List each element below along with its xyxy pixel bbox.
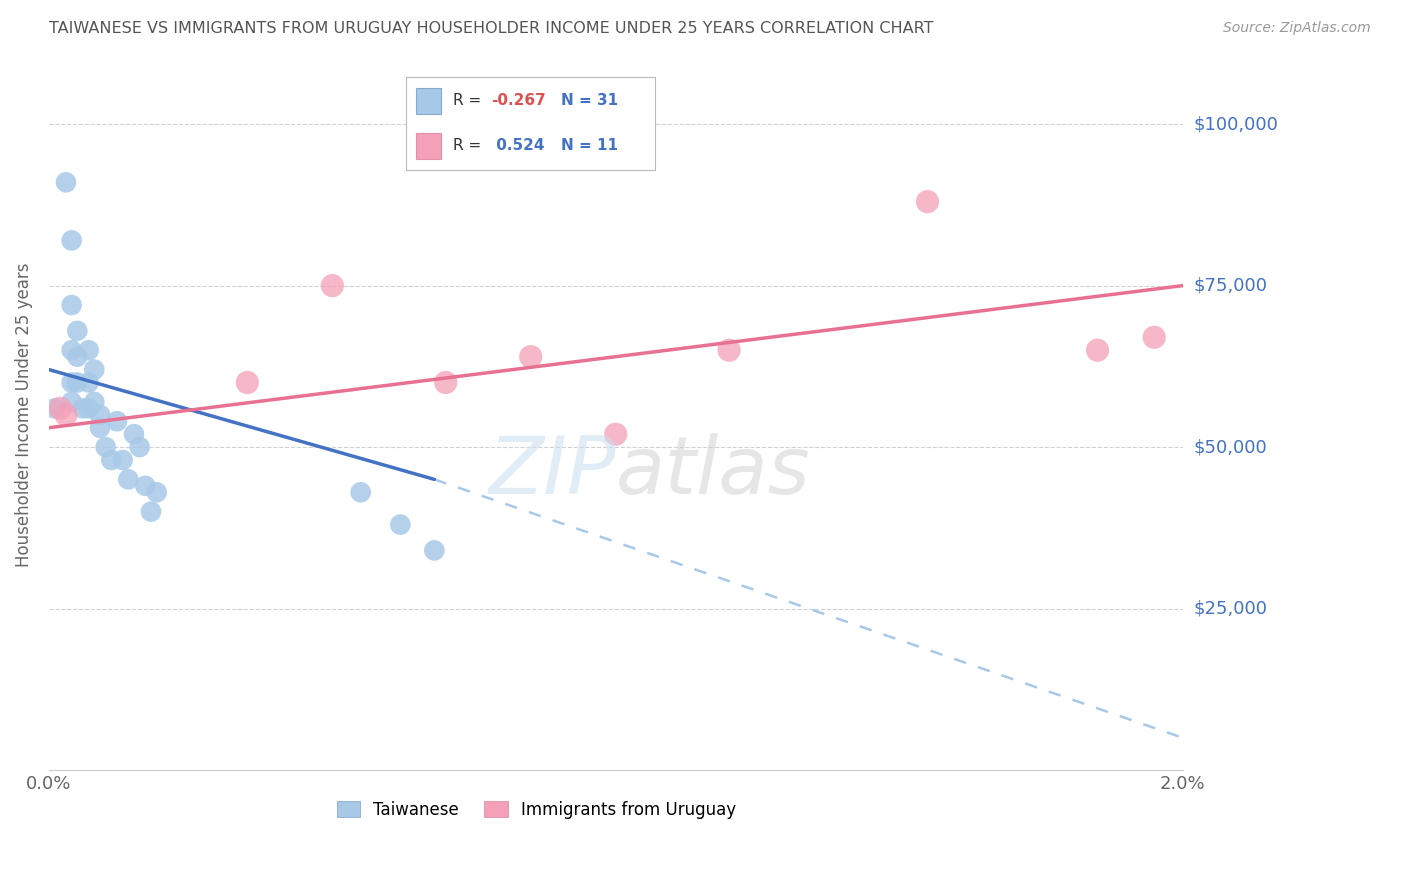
Point — [60, 376, 83, 390]
Point — [122, 427, 145, 442]
Text: atlas: atlas — [616, 433, 810, 510]
Point — [60, 298, 83, 312]
Text: $25,000: $25,000 — [1194, 599, 1268, 617]
Point — [145, 485, 167, 500]
Point — [117, 472, 139, 486]
Point — [519, 350, 541, 364]
Point — [105, 414, 128, 428]
Point — [128, 440, 150, 454]
Text: $100,000: $100,000 — [1194, 115, 1278, 133]
Point — [72, 401, 94, 416]
Text: $50,000: $50,000 — [1194, 438, 1267, 456]
Point — [77, 376, 100, 390]
Text: $75,000: $75,000 — [1194, 277, 1268, 294]
Point — [60, 343, 83, 358]
Point — [350, 485, 373, 500]
Point — [66, 376, 89, 390]
Point — [55, 408, 77, 422]
Point — [89, 421, 111, 435]
Point — [236, 376, 259, 390]
Text: ZIP: ZIP — [488, 433, 616, 510]
Point — [83, 395, 105, 409]
Point — [66, 324, 89, 338]
Point — [1087, 343, 1109, 358]
Point — [917, 194, 939, 209]
Legend: Taiwanese, Immigrants from Uruguay: Taiwanese, Immigrants from Uruguay — [330, 794, 742, 826]
Point — [77, 401, 100, 416]
Point — [49, 401, 72, 416]
Point — [60, 234, 83, 248]
Point — [139, 505, 162, 519]
Point — [134, 479, 156, 493]
Point — [605, 427, 627, 442]
Y-axis label: Householder Income Under 25 years: Householder Income Under 25 years — [15, 262, 32, 567]
Point — [66, 350, 89, 364]
Point — [44, 401, 66, 416]
Point — [389, 517, 412, 532]
Point — [89, 408, 111, 422]
Text: TAIWANESE VS IMMIGRANTS FROM URUGUAY HOUSEHOLDER INCOME UNDER 25 YEARS CORRELATI: TAIWANESE VS IMMIGRANTS FROM URUGUAY HOU… — [49, 21, 934, 36]
Point — [83, 362, 105, 376]
Point — [1143, 330, 1166, 344]
Point — [423, 543, 446, 558]
Point — [77, 343, 100, 358]
Point — [60, 395, 83, 409]
Point — [55, 175, 77, 189]
Text: Source: ZipAtlas.com: Source: ZipAtlas.com — [1223, 21, 1371, 35]
Point — [94, 440, 117, 454]
Point — [111, 453, 134, 467]
Point — [100, 453, 122, 467]
Point — [321, 278, 343, 293]
Point — [434, 376, 457, 390]
Point — [718, 343, 741, 358]
